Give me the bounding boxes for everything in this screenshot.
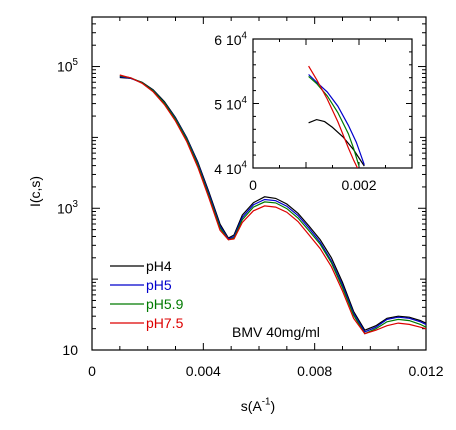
series-line-ph5 bbox=[119, 76, 426, 333]
inset-y-tick-label: 4 104 bbox=[214, 160, 247, 177]
x-tick-label: 0.004 bbox=[186, 363, 221, 379]
series-line-ph7-5 bbox=[119, 74, 426, 335]
y-axis-label: I(c,s) bbox=[27, 176, 43, 207]
inset-series-line-ph7-5 bbox=[308, 65, 359, 168]
legend-label-ph5: pH5 bbox=[146, 277, 172, 293]
x-tick-label: 0.012 bbox=[408, 363, 443, 379]
x-tick-label: 0.008 bbox=[297, 363, 332, 379]
series-line-ph5-9 bbox=[119, 75, 426, 335]
legend-label-ph4: pH4 bbox=[146, 258, 172, 274]
inset-y-tick-label: 6 104 bbox=[214, 31, 247, 48]
chart-annotation: BMV 40mg/ml bbox=[232, 324, 320, 340]
inset-x-tick-label: 0 bbox=[249, 177, 257, 193]
y-tick-label: 103 bbox=[57, 199, 79, 216]
inset-series-line-ph5 bbox=[308, 74, 365, 166]
y-tick-label: 10 bbox=[62, 342, 78, 358]
legend-label-ph5-9: pH5.9 bbox=[146, 296, 184, 312]
x-axis-label: s(A-1) bbox=[241, 397, 275, 414]
inset-series-line-ph5-9 bbox=[308, 75, 360, 167]
inset-y-tick-label: 5 104 bbox=[214, 95, 247, 112]
y-tick-label: 105 bbox=[57, 57, 79, 74]
legend-label-ph7-5: pH7.5 bbox=[146, 315, 184, 331]
inset-x-tick-label: 0.002 bbox=[341, 177, 376, 193]
x-tick-label: 0 bbox=[88, 363, 96, 379]
